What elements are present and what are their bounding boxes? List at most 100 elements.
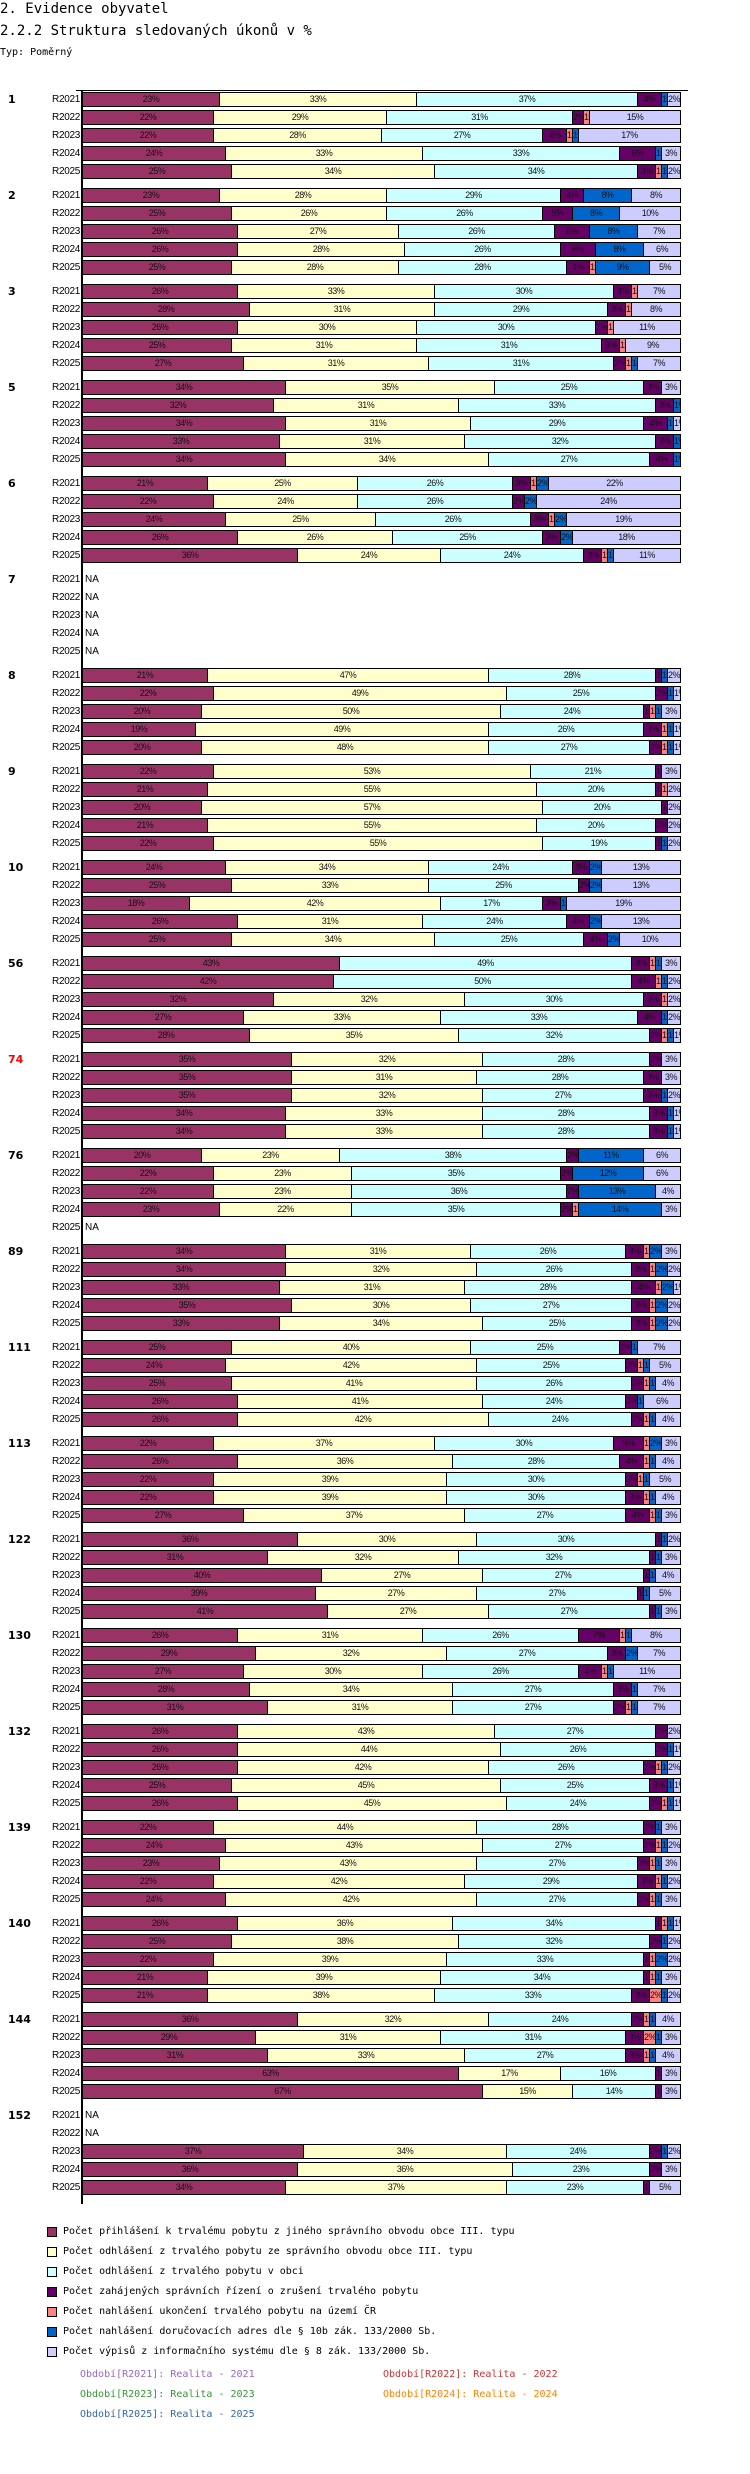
bar-segment: 30%	[435, 1437, 614, 1450]
bar-segment: 2%	[561, 1167, 573, 1180]
na-label: NA	[85, 2128, 99, 2139]
bar-segment: 34%	[226, 861, 429, 874]
bar-segment: 4%	[656, 1413, 680, 1426]
bar-segment: 20%	[83, 1149, 202, 1162]
group-label: 144	[8, 2013, 31, 2026]
bar-segment: 37%	[286, 2181, 507, 2194]
bar-segment: 2%	[668, 1989, 680, 2002]
bar-segment: 1%	[662, 837, 668, 850]
bar-segment: 22%	[220, 1203, 352, 1216]
bar-segment: 39%	[208, 1971, 441, 1984]
stacked-bar: 39%27%27%1%1%5%	[82, 1586, 681, 1601]
bar-segment: 2%	[590, 879, 602, 892]
stacked-bar: 32%32%30%3%1%2%	[82, 992, 681, 1007]
bar-segment: 35%	[83, 1053, 292, 1066]
bar-segment: 7%	[579, 1629, 620, 1642]
bar-segment: 2%	[656, 1725, 668, 1738]
bar-segment: 31%	[429, 357, 614, 370]
bar-segment: 26%	[83, 1629, 238, 1642]
bar-segment: 30%	[417, 321, 596, 334]
bar-segment: 15%	[483, 2085, 573, 2098]
bar-segment: 2%	[579, 879, 590, 892]
bar-segment: 32%	[459, 1029, 650, 1042]
bar-segment: 22%	[549, 477, 680, 490]
period-tick-label: R2024	[52, 1684, 80, 1695]
bar-segment: 32%	[274, 993, 465, 1006]
bar-segment: 24%	[83, 513, 226, 526]
bar-segment: 1%	[644, 1569, 650, 1582]
bar-segment: 5%	[614, 1437, 644, 1450]
group-label: 139	[8, 1821, 31, 1834]
stacked-bar: 22% 23% 36% 2% 13% 4%	[82, 1184, 681, 1199]
group-label: 111	[8, 1341, 31, 1354]
group-label: 122	[8, 1533, 31, 1546]
stacked-bar: 34%33%28%3%1%1%	[82, 1106, 681, 1121]
bar-segment: 27%	[316, 1587, 477, 1600]
bar-segment: 2%	[632, 2013, 644, 2026]
period-tick-label: R2025	[52, 1606, 80, 1617]
bar-segment: 33%	[220, 93, 417, 106]
bar-segment: 2%	[626, 1473, 638, 1486]
bar-segment: 27%	[83, 357, 244, 370]
stacked-bar: 34% 35% 25% 3% 3%	[82, 380, 681, 395]
bar-segment: 7%	[638, 1683, 680, 1696]
bar-segment: 1%	[638, 1359, 644, 1372]
stacked-bar: 35% 31% 28% 3% 3%	[82, 1070, 681, 1085]
bar-segment: 33%	[83, 1281, 280, 1294]
bar-segment: 39%	[83, 1587, 316, 1600]
bar-segment: 29%	[214, 111, 387, 124]
bar-segment: 22%	[83, 765, 214, 778]
bar-segment: 28%	[465, 1281, 632, 1294]
bar-segment: 3%	[662, 1203, 680, 1216]
bar-segment: 41%	[238, 1395, 483, 1408]
bar-segment: 2%	[644, 1761, 656, 1774]
bar-segment: 2%	[668, 1263, 680, 1276]
bar-segment: 26%	[83, 225, 238, 238]
bar-segment: 45%	[232, 1779, 501, 1792]
stacked-bar: 22%53%21%1%3%	[82, 764, 681, 779]
bar-segment: 21%	[83, 1971, 208, 1984]
stacked-bar: 35%30%27%3%1%2%2%	[82, 1298, 681, 1313]
bar-segment: 33%	[238, 285, 435, 298]
period-tick-label: R2021	[52, 766, 80, 777]
bar-segment: 25%	[393, 531, 543, 544]
bar-segment: 21%	[531, 765, 656, 778]
stacked-bar: 36%30%30%1%1%2%	[82, 1532, 681, 1547]
bar-segment: 18%	[83, 897, 190, 910]
bar-segment: 31%	[286, 1245, 471, 1258]
bar-segment: 26%	[83, 1797, 238, 1810]
bar-segment: 23%	[83, 189, 220, 202]
group-label: 1	[8, 93, 16, 106]
period-tick-label: R2021	[52, 1726, 80, 1737]
bar-segment: 1%	[656, 765, 662, 778]
bar-segment: 27%	[477, 1857, 638, 1870]
bar-segment: 3%	[662, 1437, 680, 1450]
bar-segment: 1%	[674, 399, 680, 412]
period-tick-label: R2021	[52, 1246, 80, 1257]
bar-segment: 27%	[489, 741, 650, 754]
bar-segment: 37%	[83, 2145, 304, 2158]
bar-segment: 24%	[489, 2013, 632, 2026]
bar-segment: 3%	[644, 381, 662, 394]
bar-segment: 17%	[459, 2067, 561, 2080]
stacked-bar: 23%22%35%2%1%14%3%	[82, 1202, 681, 1217]
bar-segment: 39%	[214, 1953, 447, 1966]
bar-segment: 3%	[662, 1893, 680, 1906]
bar-segment: 31%	[244, 357, 429, 370]
bar-segment: 9%	[596, 261, 650, 274]
period-tick-label: R2024	[52, 1780, 80, 1791]
period-tick-label: R2023	[52, 1378, 80, 1389]
period-tick-label: R2022	[52, 1264, 80, 1275]
group-label: 89	[8, 1245, 24, 1258]
bar-segment: 1%	[662, 741, 668, 754]
group-label: 56	[8, 957, 24, 970]
bar-segment: 2%	[662, 1281, 674, 1294]
bar-segment: 1%	[656, 1971, 662, 1984]
bar-segment: 1%	[650, 1893, 656, 1906]
bar-segment: 2%	[626, 1647, 638, 1660]
bar-segment: 44%	[238, 1743, 501, 1756]
bar-segment: 26%	[501, 1743, 656, 1756]
bar-segment: 30%	[244, 1665, 423, 1678]
period-tick-label: R2024	[52, 148, 80, 159]
bar-segment: 25%	[495, 381, 644, 394]
